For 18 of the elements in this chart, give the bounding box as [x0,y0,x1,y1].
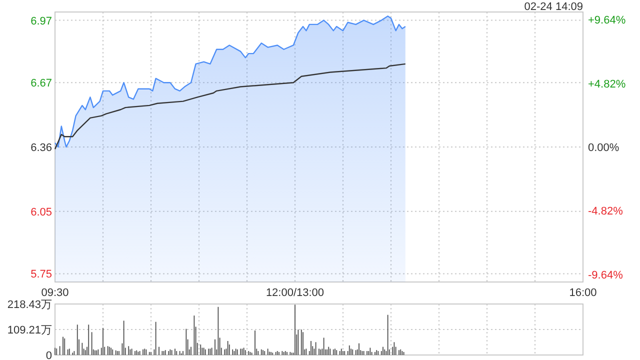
y-tick-label: 109.21万 [7,324,52,336]
y2-tick-label: 0.00% [588,142,620,154]
y2-tick-label: +4.82% [588,78,626,90]
y-tick-label: 6.36 [30,142,52,154]
x-tick-label: 12:00/13:00 [266,287,324,299]
y2-tick-label: -9.64% [588,269,624,282]
y-tick-label: 6.05 [30,206,52,218]
y-tick-label: 6.67 [30,78,52,90]
y-tick-label: 6.97 [30,15,52,28]
y-tick-label: 5.75 [30,268,52,281]
x-tick-label: 16:00 [569,287,597,299]
x-tick-label: 09:30 [41,287,69,299]
y-tick-label: 218.43万 [7,299,52,311]
annotation: 02-24 14:09 [524,1,583,13]
y-tick-label: 0 [46,350,52,360]
y2-tick-label: -4.82% [588,206,624,218]
line-series [54,63,406,150]
y2-tick-label: +9.64% [588,14,626,27]
